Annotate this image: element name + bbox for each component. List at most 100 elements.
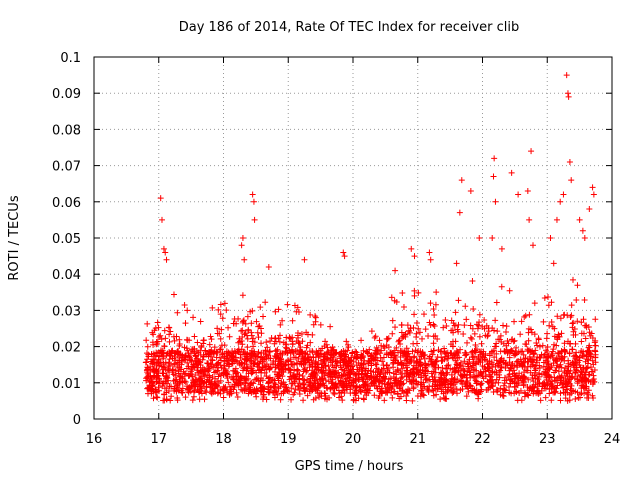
data-point xyxy=(474,325,481,332)
data-point xyxy=(561,311,568,318)
data-point xyxy=(307,388,314,395)
data-point xyxy=(283,345,290,352)
axis-ticks xyxy=(93,56,613,420)
data-point xyxy=(322,354,329,361)
data-point xyxy=(208,389,215,396)
data-point xyxy=(441,381,448,388)
data-point xyxy=(430,333,437,340)
data-point xyxy=(489,325,496,332)
data-point xyxy=(555,368,562,375)
data-point xyxy=(286,335,293,342)
data-point xyxy=(503,342,510,349)
data-point xyxy=(387,375,394,382)
data-point xyxy=(510,367,517,374)
data-point xyxy=(372,351,379,358)
data-point xyxy=(531,384,538,391)
data-point xyxy=(568,374,575,381)
y-tick-label: 0.07 xyxy=(52,160,81,175)
data-point xyxy=(542,394,549,401)
data-point xyxy=(178,354,185,361)
data-point xyxy=(404,322,411,329)
data-point xyxy=(491,155,498,162)
data-point xyxy=(474,390,481,397)
data-point xyxy=(165,377,172,384)
data-point xyxy=(265,355,272,362)
data-point xyxy=(495,336,502,343)
data-point xyxy=(297,344,304,351)
data-point xyxy=(509,370,516,377)
data-point xyxy=(557,198,564,205)
data-point xyxy=(426,355,433,362)
data-point xyxy=(306,348,313,355)
data-point xyxy=(217,301,224,308)
data-point xyxy=(304,392,311,399)
data-point xyxy=(535,376,542,383)
data-point xyxy=(524,187,531,194)
data-point xyxy=(334,358,341,365)
data-point xyxy=(572,340,579,347)
data-point xyxy=(359,371,366,378)
data-point xyxy=(360,395,367,402)
data-point xyxy=(581,390,588,397)
data-point xyxy=(215,373,222,380)
data-point xyxy=(433,289,440,296)
data-point xyxy=(219,386,226,393)
data-point xyxy=(143,337,150,344)
data-point xyxy=(250,198,257,205)
data-point xyxy=(409,370,416,377)
data-point xyxy=(218,342,225,349)
data-point xyxy=(560,384,567,391)
data-point xyxy=(214,325,221,332)
y-tick-label: 0.05 xyxy=(52,232,81,247)
data-point xyxy=(145,372,152,379)
data-point xyxy=(578,348,585,355)
data-point xyxy=(429,382,436,389)
data-point xyxy=(453,347,460,354)
data-point xyxy=(162,249,169,256)
data-point xyxy=(383,362,390,369)
y-tick-label: 0 xyxy=(73,413,81,428)
data-point xyxy=(244,313,251,320)
data-point xyxy=(224,389,231,396)
data-point xyxy=(326,366,333,373)
data-point xyxy=(243,353,250,360)
data-point xyxy=(210,350,217,357)
data-point xyxy=(277,321,284,328)
data-point xyxy=(299,338,306,345)
data-point xyxy=(244,365,251,372)
data-point xyxy=(438,348,445,355)
data-point xyxy=(556,373,563,380)
data-point xyxy=(242,379,249,386)
data-point xyxy=(154,394,161,401)
data-point xyxy=(403,376,410,383)
data-point xyxy=(536,364,543,371)
data-point xyxy=(169,369,176,376)
data-point xyxy=(464,378,471,385)
data-point xyxy=(573,296,580,303)
data-point xyxy=(163,372,170,379)
data-point xyxy=(245,327,252,334)
data-point xyxy=(490,173,497,180)
data-point xyxy=(379,358,386,365)
data-point xyxy=(404,364,411,371)
data-point xyxy=(415,289,422,296)
data-point xyxy=(536,343,543,350)
data-point xyxy=(590,191,597,198)
data-point xyxy=(272,364,279,371)
data-point xyxy=(580,316,587,323)
data-point xyxy=(251,216,258,223)
data-point xyxy=(150,395,157,402)
data-point xyxy=(479,323,486,330)
data-point xyxy=(579,366,586,373)
data-point xyxy=(255,323,262,330)
data-point xyxy=(501,347,508,354)
data-point xyxy=(370,380,377,387)
data-point xyxy=(578,382,585,389)
data-point xyxy=(183,345,190,352)
data-point xyxy=(388,294,395,301)
data-point xyxy=(161,343,168,350)
data-point xyxy=(255,363,262,370)
data-point xyxy=(263,339,270,346)
data-point xyxy=(490,361,497,368)
data-point xyxy=(564,338,571,345)
